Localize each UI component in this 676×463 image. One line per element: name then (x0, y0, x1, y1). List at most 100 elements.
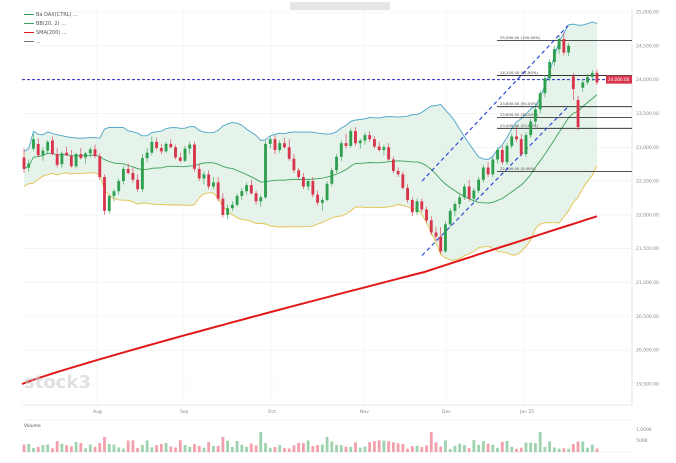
volume-bar (391, 442, 395, 452)
volume-bar (477, 444, 481, 452)
volume-bar (453, 445, 457, 452)
volume-bar (500, 441, 504, 452)
volume-bar (567, 448, 571, 452)
candle-body (159, 147, 163, 152)
candle-body (126, 168, 130, 173)
volume-bar (448, 448, 452, 452)
candle-body (36, 143, 40, 156)
volume-bar (320, 444, 324, 452)
candle-body (349, 131, 353, 146)
candle-body (396, 170, 400, 175)
volume-bar (79, 443, 83, 452)
candle-body (486, 167, 490, 175)
volume-bar (415, 445, 419, 452)
candle-body (55, 154, 59, 165)
candle-body (500, 149, 504, 163)
candle-body (117, 181, 121, 192)
y-tick-label: 20,500.00 (636, 314, 659, 320)
volume-bar (382, 440, 386, 452)
candle-body (212, 182, 215, 187)
volume-bar (491, 444, 495, 452)
volume-bar (69, 446, 73, 452)
candle-body (477, 179, 481, 191)
bollinger-middle (23, 94, 598, 204)
volume-bar (245, 446, 248, 452)
volume-bar (164, 442, 168, 452)
candle-body (112, 191, 116, 196)
candle-body (472, 190, 476, 199)
volume-bar (212, 445, 215, 452)
x-tick-label: Oct (268, 409, 276, 415)
candle-body (259, 197, 263, 202)
volume-bar (46, 444, 50, 452)
volume-bar (373, 441, 376, 452)
candle-body (226, 208, 230, 215)
candle-body (306, 181, 310, 187)
volume-bar (88, 444, 92, 452)
candle-body (581, 82, 585, 88)
candle-body (458, 197, 462, 205)
x-tick-label: Dec (442, 409, 451, 415)
candle-body (79, 154, 83, 159)
volume-bar (36, 446, 40, 452)
candle-body (496, 149, 499, 160)
candle-body (354, 131, 357, 144)
candle-body (249, 185, 253, 194)
x-tick-label: Sep (180, 409, 189, 415)
volume-bar (354, 442, 357, 452)
volume-bar (264, 443, 267, 452)
volume-bar (552, 447, 556, 452)
top-toolbar[interactable] (290, 2, 390, 10)
candle-body (84, 153, 87, 158)
candle-body (567, 45, 571, 53)
volume-bar (429, 432, 433, 452)
candle-body (363, 135, 367, 141)
volume-bar (316, 445, 320, 452)
candle-body (65, 152, 69, 156)
candle-body (519, 139, 523, 155)
candle-body (278, 143, 282, 150)
candle-body (529, 121, 533, 136)
candle-body (150, 141, 154, 153)
candle-body (515, 136, 518, 140)
y-tick-label: 22,500.00 (636, 179, 659, 185)
volume-bar (325, 437, 329, 452)
volume-bar (216, 445, 220, 452)
candle-body (505, 145, 509, 163)
candle-body (193, 144, 196, 169)
volume-bar (368, 442, 372, 452)
candle-body (301, 177, 305, 187)
volume-bar (193, 444, 196, 452)
candle-body (93, 149, 97, 157)
level-label: 23,400.00 (23.60%) (500, 123, 538, 128)
candle-body (358, 140, 362, 144)
candle-body (221, 198, 225, 215)
volume-bar (126, 440, 130, 452)
volume-bar (278, 444, 282, 452)
volume-bar (444, 440, 447, 452)
candle-body (571, 76, 575, 90)
candle-body (32, 139, 35, 149)
volume-bar (107, 443, 111, 452)
volume-bar (387, 441, 391, 452)
y-tick-label: 23,500.00 (636, 111, 659, 117)
candle-body (145, 152, 149, 159)
volume-bar (273, 446, 277, 452)
candle-body (74, 154, 78, 167)
candle-body (590, 72, 594, 77)
legend-symbol: Ba DAX(CTRL) ... (24, 11, 78, 20)
bollinger-fill (24, 22, 597, 260)
volume-bar (515, 448, 518, 452)
candle-body (491, 159, 495, 175)
volume-bar (197, 446, 201, 452)
level-label: 24,200.00 (61.80%) (500, 70, 538, 75)
volume-bar (590, 444, 594, 452)
candle-body (595, 72, 599, 83)
volume-bar (155, 445, 159, 452)
candle-body (245, 185, 248, 192)
candle-body (216, 182, 220, 199)
volume-bar (254, 445, 258, 452)
volume-bar (406, 448, 409, 452)
candle-body (46, 141, 50, 151)
volume-bar (576, 441, 580, 452)
